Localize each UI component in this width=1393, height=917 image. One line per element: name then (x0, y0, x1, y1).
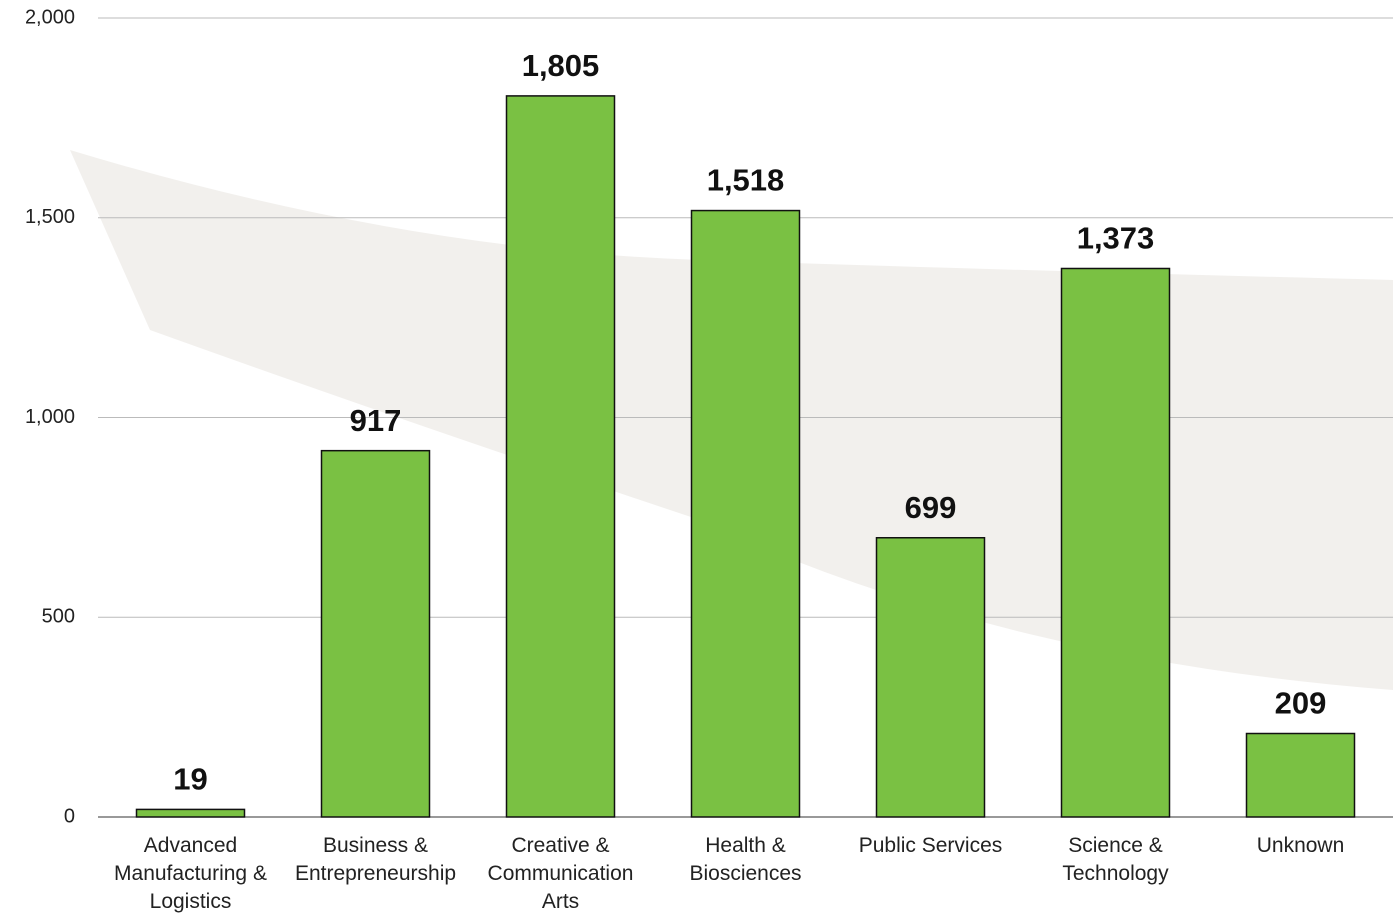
x-tick-label: Science & Technology (1023, 832, 1209, 888)
bar (322, 451, 430, 817)
y-tick-label: 1,500 (25, 206, 75, 228)
y-tick-label: 1,000 (25, 406, 75, 428)
page: 0 500 1,000 1,500 2,000 19 917 1,805 1,518 699 1,3… (0, 0, 1393, 917)
bar (692, 211, 800, 817)
value-label: 209 (1275, 686, 1327, 721)
y-tick-label: 2,000 (25, 6, 75, 28)
x-tick-label: Business & Entrepreneurship (283, 832, 469, 888)
value-label: 1,805 (522, 48, 600, 83)
value-label: 1,373 (1077, 221, 1155, 256)
value-label: 1,518 (707, 163, 785, 198)
x-tick-label: Advanced Manufacturing & Logistics (98, 832, 284, 916)
y-tick-label: 500 (42, 606, 75, 628)
chart: 0 500 1,000 1,500 2,000 19 917 1,805 1,518 699 1,3… (0, 0, 1393, 917)
value-label: 917 (350, 403, 402, 438)
bar (507, 96, 615, 817)
bar (1062, 268, 1170, 817)
value-label: 19 (173, 762, 207, 797)
value-label: 699 (905, 490, 957, 525)
x-tick-label: Health & Biosciences (653, 832, 839, 888)
x-tick-label: Public Services (838, 832, 1024, 860)
x-tick-label: Creative & Communication Arts (468, 832, 654, 916)
y-tick-label: 0 (64, 805, 75, 827)
x-tick-label: Unknown (1208, 832, 1393, 860)
bar (877, 538, 985, 817)
bar (137, 809, 245, 817)
bar (1247, 734, 1355, 817)
